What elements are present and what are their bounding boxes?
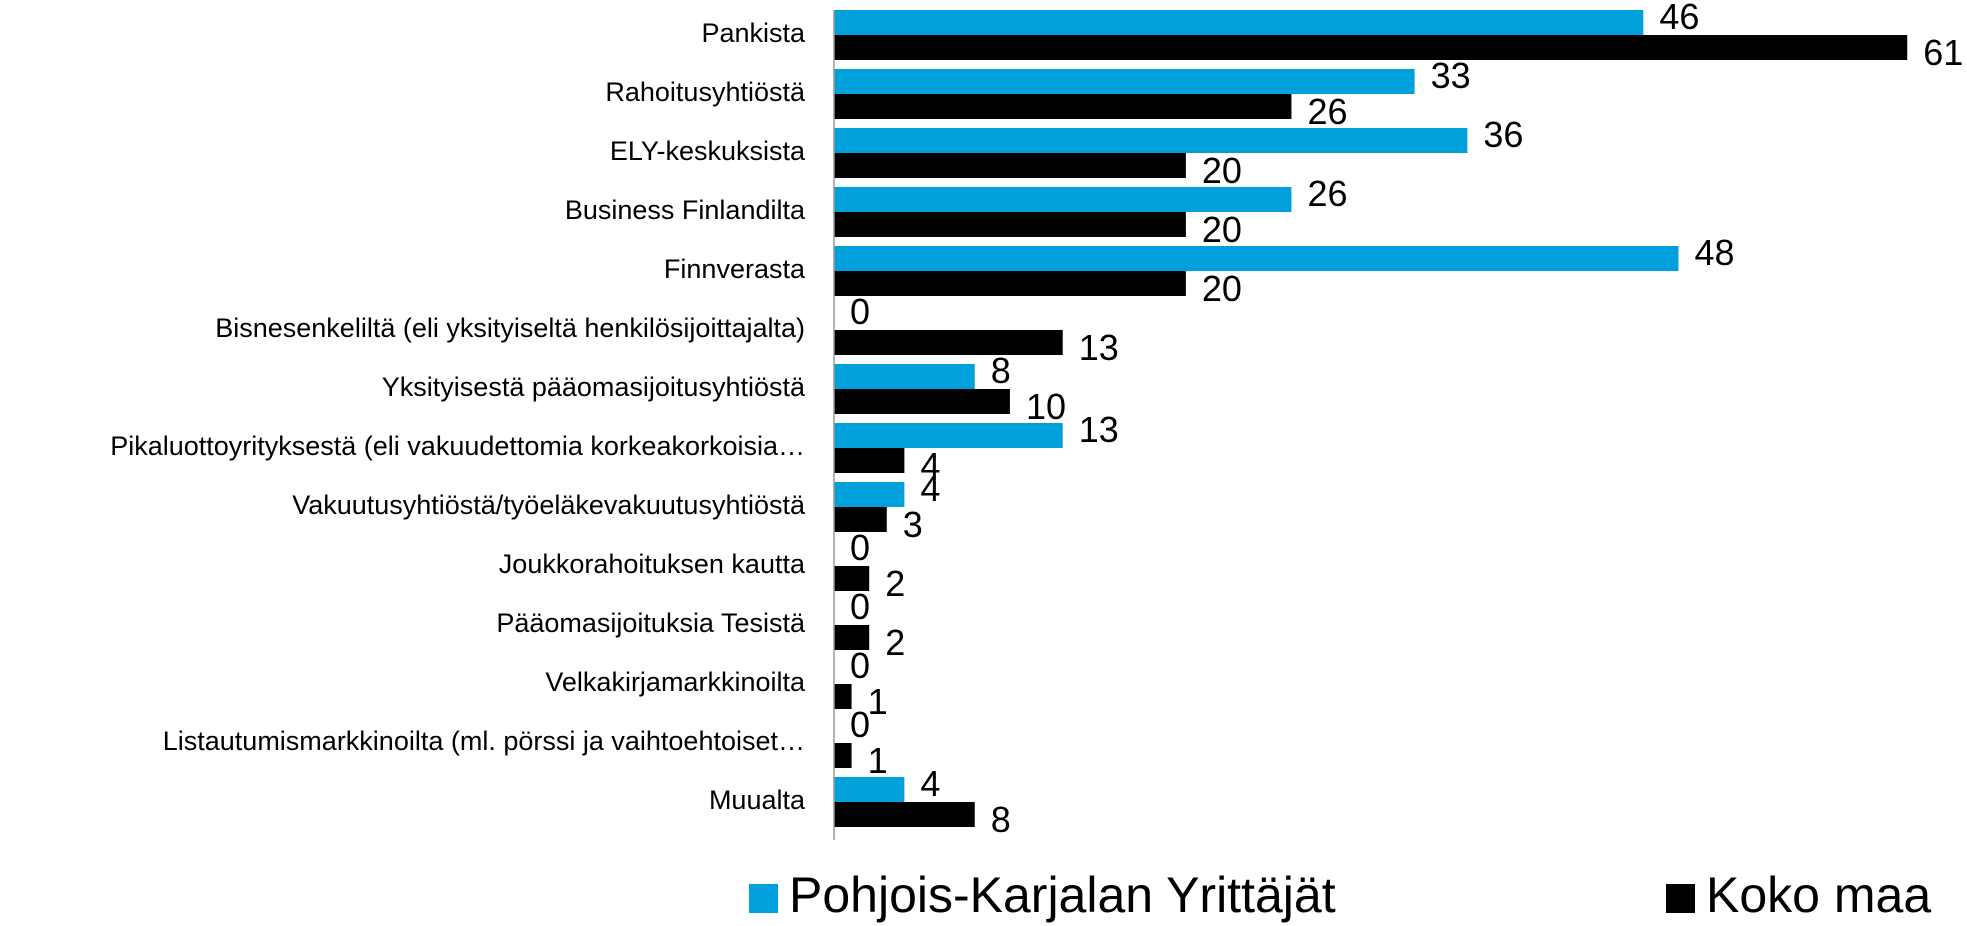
bar [834,330,1063,355]
bar [834,625,870,650]
data-label: 20 [1202,268,1242,309]
y-tick-label: Yksityisestä pääomasijoitusyhtiöstä [382,372,806,402]
data-label: 20 [1202,150,1242,191]
y-tick-label: Muualta [709,785,806,815]
data-label: 8 [991,350,1011,391]
bar [834,35,1908,60]
data-label: 0 [850,704,870,745]
bar [834,246,1679,271]
bar [834,389,1010,414]
legend-swatch [1666,884,1695,913]
data-label: 2 [885,622,905,663]
data-label: 0 [850,645,870,686]
y-tick-label: Velkakirjamarkkinoilta [545,667,806,697]
bar [834,187,1292,212]
data-label: 13 [1079,409,1119,450]
bar [834,69,1415,94]
y-tick-label: Rahoitusyhtiöstä [605,77,806,107]
bar [834,743,852,768]
bar [834,128,1468,153]
data-label: 33 [1431,55,1471,96]
y-tick-label: Joukkorahoituksen kautta [499,549,806,579]
data-label: 4 [920,468,940,509]
y-tick-label: Finnverasta [664,254,806,284]
bar [834,212,1186,237]
data-label: 3 [903,504,923,545]
data-label: 4 [920,763,940,804]
legend-label: Pohjois-Karjalan Yrittäjät [789,867,1336,923]
data-label: 4 [920,445,940,486]
data-label: 20 [1202,209,1242,250]
bar [834,777,905,802]
bar [834,271,1186,296]
bar [834,94,1292,119]
data-label: 0 [850,527,870,568]
y-tick-label: Pikaluottoyrityksestä (eli vakuudettomia… [110,431,805,461]
data-label: 61 [1923,32,1963,73]
y-tick-label: Listautumismarkkinoilta (ml. pörssi ja v… [163,726,805,756]
data-label: 10 [1026,386,1066,427]
bar [834,423,1063,448]
y-tick-label: Vakuutusyhtiöstä/työeläkevakuutusyhtiöst… [292,490,806,520]
data-label: 2 [885,563,905,604]
bar [834,10,1644,35]
data-label: 26 [1307,91,1347,132]
data-label: 1 [868,740,888,781]
bar [834,507,887,532]
data-label: 48 [1695,232,1735,273]
y-tick-label: ELY-keskuksista [610,136,806,166]
data-label: 26 [1307,173,1347,214]
y-tick-label: Pankista [701,18,806,48]
bar [834,364,975,389]
bar [834,802,975,827]
data-label: 0 [850,291,870,332]
data-label: 1 [868,681,888,722]
bar [834,566,870,591]
y-tick-label: Bisnesenkeliltä (eli yksityiseltä henkil… [215,313,805,343]
data-label: 36 [1483,114,1523,155]
data-label: 46 [1659,0,1699,37]
y-tick-label: Pääomasijoituksia Tesistä [496,608,806,638]
y-tick-label: Business Finlandilta [565,195,806,225]
data-label: 13 [1079,327,1119,368]
bar [834,448,905,473]
data-label: 8 [991,799,1011,840]
data-label: 0 [850,586,870,627]
legend-swatch [749,884,778,913]
bar [834,684,852,709]
bar [834,153,1186,178]
legend-label: Koko maa [1706,867,1931,923]
bar [834,482,905,507]
